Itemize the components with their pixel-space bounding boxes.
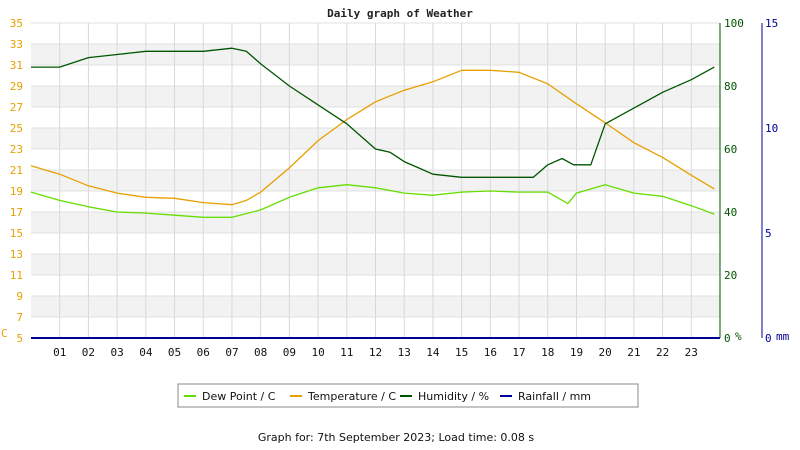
x-tick-label: 02 — [82, 346, 95, 359]
rainfall-tick-label: 0 — [765, 332, 772, 345]
temperature-tick-label: 5 — [16, 332, 23, 345]
temperature-tick-label: 13 — [10, 248, 23, 261]
axes: 01 02 03 04 05 06 07 08 09 10 11 12 13 14 15 16 17 18 19 20… — [1, 17, 790, 359]
x-tick-label: 13 — [398, 346, 411, 359]
rainfall-tick-label: 15 — [765, 17, 778, 30]
legend-label: Temperature / C — [307, 390, 396, 403]
temperature-tick-label: 17 — [10, 206, 23, 219]
rainfall-tick-label: 10 — [765, 122, 778, 135]
temperature-tick-label: 7 — [16, 311, 23, 324]
temperature-tick-label: 29 — [10, 80, 23, 93]
temperature-tick-label: 35 — [10, 17, 23, 30]
footer-text: Graph for: 7th September 2023; Load time… — [258, 431, 535, 444]
x-tick-label: 03 — [111, 346, 124, 359]
humidity-tick-label: 80 — [724, 80, 737, 93]
x-tick-label: 07 — [225, 346, 238, 359]
legend-label: Dew Point / C — [202, 390, 276, 403]
chart-title: Daily graph of Weather — [327, 7, 473, 20]
x-tick-label: 16 — [484, 346, 497, 359]
humidity-tick-label: 60 — [724, 143, 737, 156]
temperature-tick-label: 25 — [10, 122, 23, 135]
legend-label: Humidity / % — [418, 390, 489, 403]
x-tick-label: 15 — [455, 346, 468, 359]
x-tick-label: 12 — [369, 346, 382, 359]
temperature-tick-label: 19 — [10, 185, 23, 198]
temperature-tick-label: 21 — [10, 164, 23, 177]
x-tick-label: 09 — [283, 346, 296, 359]
x-tick-label: 20 — [599, 346, 612, 359]
temperature-tick-label: 11 — [10, 269, 23, 282]
x-tick-label: 05 — [168, 346, 181, 359]
legend: Dew Point / C Temperature / C Humidity / %… — [177, 383, 639, 408]
x-tick-label: 06 — [197, 346, 210, 359]
temperature-tick-label: 9 — [16, 290, 23, 303]
humidity-tick-label: 0 — [724, 332, 731, 345]
x-tick-label: 11 — [340, 346, 353, 359]
x-tick-label: 22 — [656, 346, 669, 359]
x-tick-label: 23 — [685, 346, 698, 359]
series-layer — [30, 47, 720, 339]
temperature-tick-label: 27 — [10, 101, 23, 114]
x-tick-label: 04 — [139, 346, 153, 359]
x-tick-label: 10 — [311, 346, 324, 359]
x-tick-label: 01 — [53, 346, 66, 359]
temperature-tick-label: 31 — [10, 59, 23, 72]
temperature-tick-label: 15 — [10, 227, 23, 240]
humidity-tick-label: 40 — [724, 206, 737, 219]
humidity-unit-label: % — [735, 330, 742, 343]
x-tick-label: 18 — [541, 346, 554, 359]
x-tick-label: 14 — [426, 346, 440, 359]
series-line-2 — [31, 47, 715, 178]
x-tick-label: 21 — [627, 346, 640, 359]
series-line-0 — [30, 184, 715, 218]
temperature-unit-label: C — [1, 327, 8, 340]
humidity-tick-label: 20 — [724, 269, 737, 282]
legend-label: Rainfall / mm — [518, 390, 591, 403]
x-tick-label: 08 — [254, 346, 267, 359]
temperature-tick-label: 23 — [10, 143, 23, 156]
grid-lines — [31, 22, 720, 339]
x-tick-label: 19 — [570, 346, 583, 359]
humidity-tick-label: 100 — [724, 17, 744, 30]
temperature-tick-label: 33 — [10, 38, 23, 51]
rainfall-tick-label: 5 — [765, 227, 772, 240]
series-line-1 — [30, 69, 715, 206]
rainfall-unit-label: mm — [776, 330, 790, 343]
x-tick-label: 17 — [512, 346, 525, 359]
